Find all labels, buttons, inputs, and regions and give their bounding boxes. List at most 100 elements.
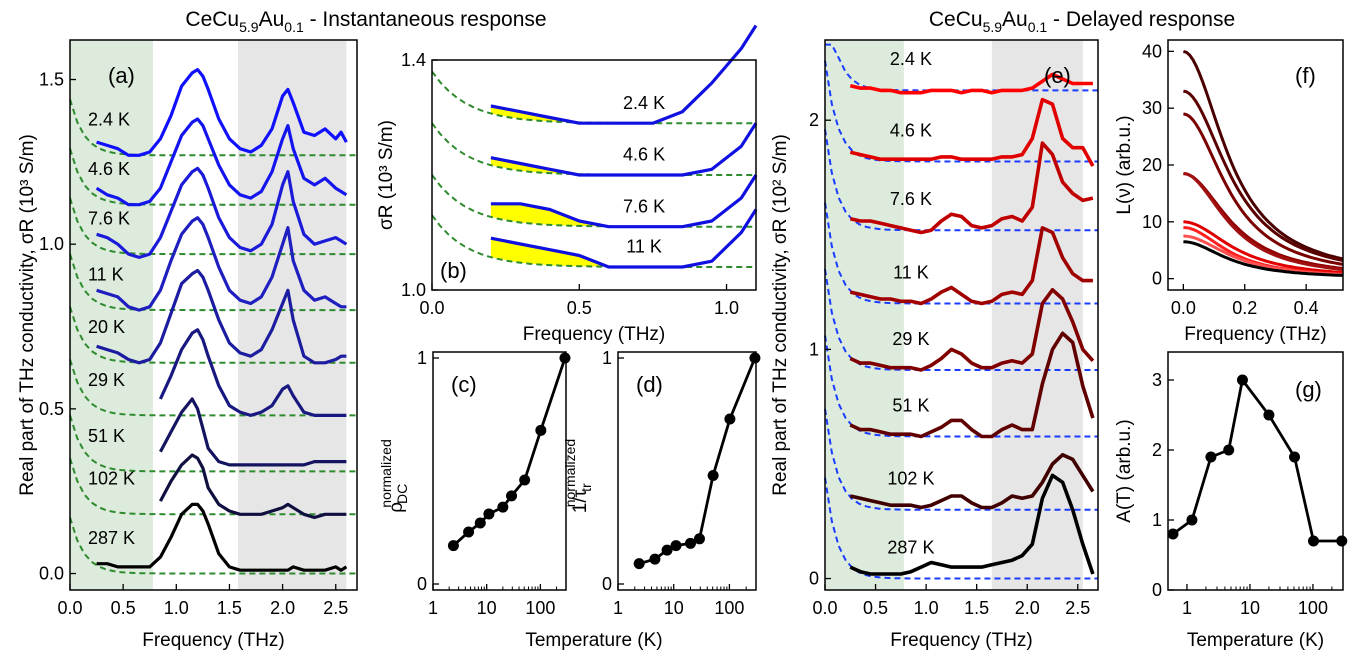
data-point [506, 490, 518, 502]
panel-b-ytick-label: 1.0 [401, 280, 426, 300]
y-axis-label: L(ν) (arb.u.) [1114, 115, 1135, 214]
series-label: 51 K [88, 426, 125, 446]
series-line [490, 122, 758, 177]
panel-d-xtick-label: 100 [714, 598, 744, 618]
panel-letter: (d) [636, 372, 663, 397]
panel-e-ytick-label: 0 [809, 569, 819, 589]
data-point [535, 424, 547, 436]
data-point [693, 533, 705, 545]
data-point [707, 470, 719, 482]
panel-g-ytick-label: 2 [1152, 440, 1162, 460]
panel-f-ytick-label: 40 [1142, 41, 1162, 61]
series-label: 287 K [88, 528, 135, 548]
y-axis-label: Real part of THz conductivity, σR (10² S… [770, 134, 791, 496]
series-line [1172, 376, 1342, 543]
baseline-fit [431, 214, 756, 268]
panel-a-ytick-label: 0.5 [39, 399, 64, 419]
series-line [95, 117, 348, 207]
baseline-fit [824, 269, 1098, 371]
data-point [463, 526, 475, 538]
x-axis-label: Frequency (THz) [142, 630, 285, 651]
series-label: 29 K [88, 370, 125, 390]
series-line [96, 502, 348, 572]
baseline-fit [69, 306, 357, 364]
data-point [1223, 444, 1235, 456]
data-point [670, 540, 682, 552]
series-line [96, 216, 347, 312]
series-line [96, 68, 348, 157]
panel-g-ytick-label: 1 [1152, 510, 1162, 530]
panel-c-ytick-label: 1 [417, 348, 427, 368]
series-label: 102 K [887, 469, 934, 489]
panel-letter: (b) [440, 258, 467, 283]
data-point [519, 474, 531, 486]
baseline-fit [824, 202, 1098, 305]
panel-b-xtick-label: 1.0 [714, 298, 739, 318]
baseline-fit [824, 60, 1098, 163]
panel-g-ytick-label: 0 [1152, 580, 1162, 600]
series-line [849, 97, 1095, 167]
series-line [96, 166, 348, 259]
panel-a-ytick-label: 1.5 [39, 70, 64, 90]
area-highlight [490, 203, 609, 227]
data-point [1263, 409, 1275, 421]
panel-f-ytick-label: 30 [1142, 98, 1162, 118]
series-label: 51 K [892, 395, 929, 415]
panel-letter: (a) [108, 63, 135, 88]
data-point [633, 558, 645, 570]
panel-d-ytick-label: 1 [602, 348, 612, 368]
panel-letter: (g) [1295, 377, 1322, 402]
y-axis-label: A(T) (arb.u.) [1114, 419, 1135, 522]
panel-e: 2.4 K 4.6 K 7.6 K 11 K 29 K 51 K 102 K 287 K 0.0… [770, 39, 1099, 651]
series-line [158, 328, 347, 417]
y-axis-label: 1/τtrnormalized [562, 439, 594, 513]
panel-g-frame [1167, 351, 1344, 591]
series-line [158, 453, 347, 520]
data-point [661, 544, 673, 556]
data-point [684, 537, 696, 549]
series-line [490, 24, 758, 125]
panel-f-xtick-label: 0.4 [1294, 298, 1319, 318]
y-axis-label: Real part of THz conductivity, σR (10³ S… [17, 134, 38, 496]
series-line [849, 473, 1095, 576]
baseline-fit [824, 408, 1098, 511]
shaded-band [70, 40, 153, 590]
series-label: 2.4 K [623, 93, 665, 113]
panel-b-xtick-label: 0.5 [567, 298, 592, 318]
data-point [1167, 528, 1179, 540]
panel-b-ytick-label: 1.4 [401, 50, 426, 70]
x-axis-label: Temperature (K) [1187, 630, 1324, 651]
panel-c-frame [432, 351, 567, 591]
data-point [1205, 451, 1217, 463]
baseline-fit [824, 335, 1098, 438]
panel-b-frame [431, 59, 757, 291]
series-label: 11 K [88, 264, 124, 284]
panel-g-xtick-label: 1 [1182, 598, 1192, 618]
panel-a-xtick-label: 1.5 [217, 598, 242, 618]
data-point [1289, 451, 1301, 463]
panel-c-xtick-label: 10 [477, 598, 497, 618]
panel-f: 0.0 0.2 0.4 0 10 20 30 40 (f) Frequency (THz) L(ν)… [1114, 39, 1344, 345]
panel-f-ytick-label: 20 [1142, 155, 1162, 175]
baseline-fit [69, 457, 357, 516]
series-line [849, 141, 1094, 235]
panel-e-xtick-label: 2.0 [1015, 598, 1040, 618]
panel-a: 2.4 K 4.6 K 7.6 K 11 K 20 K 29 K 51 K 102 K 287 … [17, 39, 358, 651]
panel-e-frame [824, 39, 1099, 591]
x-axis-label: Frequency (THz) [1184, 324, 1327, 345]
y-axis-label: ρDCnormalized [378, 439, 410, 513]
panel-a-xtick-label: 0.5 [111, 598, 136, 618]
data-point [559, 352, 571, 364]
panel-e-xtick-label: 0.5 [863, 598, 888, 618]
baseline-fit [69, 517, 357, 575]
panel-f-ytick-label: 0 [1152, 269, 1162, 289]
series-label: 287 K [887, 537, 934, 557]
panel-e-ytick-label: 1 [809, 339, 819, 359]
panel-d-xtick-label: 10 [664, 598, 684, 618]
baseline-fit [431, 174, 756, 228]
panel-c-xtick-label: 1 [428, 598, 438, 618]
panel-b: 2.4 K 4.6 K 7.6 K 11 K 0.0 0.5 1.0 1.0 1.4 (b) Fre… [376, 24, 758, 345]
